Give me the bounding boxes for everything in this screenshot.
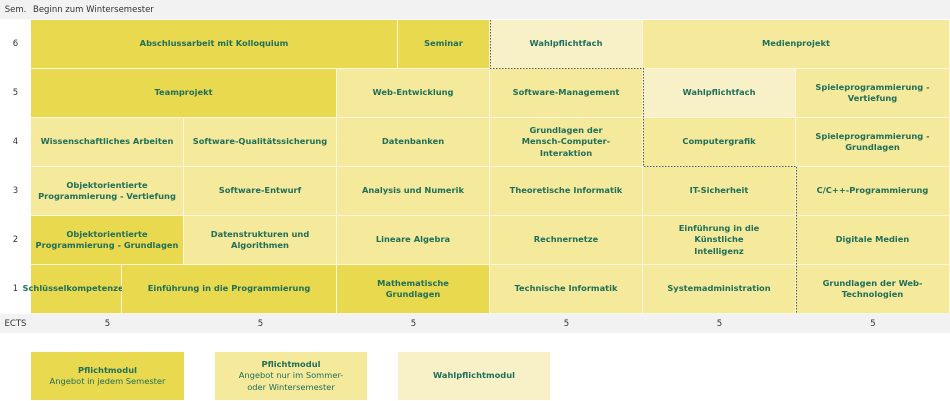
legend-item-pflicht-seasonal: Pflichtmodul Angebot nur im Sommer- oder… bbox=[215, 352, 367, 400]
module-cell[interactable]: Abschlussarbeit mit Kolloquium bbox=[31, 20, 398, 69]
module-cell[interactable]: Spieleprogrammierung - Vertiefung bbox=[796, 69, 950, 118]
module-cell[interactable]: Datenstrukturen und Algorithmen bbox=[184, 216, 337, 265]
module-cell[interactable]: IT-Sicherheit bbox=[643, 167, 796, 216]
module-cell[interactable]: Einführung in die Programmierung bbox=[122, 265, 337, 314]
module-cell[interactable]: Analysis und Numerik bbox=[337, 167, 490, 216]
ects-label: ECTS bbox=[4, 318, 27, 329]
module-cell[interactable]: Lineare Algebra bbox=[337, 216, 490, 265]
ects-row bbox=[0, 314, 950, 333]
semester-label: 2 bbox=[12, 235, 19, 245]
module-cell[interactable]: Datenbanken bbox=[337, 118, 490, 167]
table-title: Beginn zum Wintersemester bbox=[33, 4, 154, 15]
module-cell[interactable]: Spieleprogrammierung - Grundlagen bbox=[796, 118, 950, 167]
module-cell[interactable]: Objektorientierte Programmierung - Grund… bbox=[31, 216, 184, 265]
module-cell[interactable]: Grundlagen der Web-Technologien bbox=[796, 265, 950, 314]
module-cell[interactable]: Teamprojekt bbox=[31, 69, 337, 118]
legend-subtitle: Angebot in jedem Semester bbox=[49, 376, 166, 386]
module-cell[interactable]: Wissenschaftliches Arbeiten bbox=[31, 118, 184, 167]
module-cell[interactable]: Rechnernetze bbox=[490, 216, 643, 265]
module-cell[interactable]: Objektorientierte Programmierung - Verti… bbox=[31, 167, 184, 216]
ects-value: 5 bbox=[870, 318, 876, 329]
legend-title: Pflichtmodul bbox=[78, 364, 137, 375]
module-cell[interactable]: Mathematische Grundlagen bbox=[337, 265, 490, 314]
module-cell[interactable]: Web-Entwicklung bbox=[337, 69, 490, 118]
semester-column-header: Sem. bbox=[4, 4, 27, 15]
legend-title: Pflichtmodul bbox=[261, 359, 321, 370]
ects-value: 5 bbox=[104, 318, 111, 329]
semester-label: 6 bbox=[12, 39, 19, 49]
module-cell[interactable]: Medienprojekt bbox=[643, 20, 950, 69]
ects-value: 5 bbox=[563, 318, 570, 329]
module-cell[interactable]: Software-Entwurf bbox=[184, 167, 337, 216]
module-cell[interactable]: C/C++-Programmierung bbox=[796, 167, 950, 216]
module-cell[interactable]: Software-Management bbox=[490, 69, 643, 118]
module-cell[interactable]: Digitale Medien bbox=[796, 216, 950, 265]
semester-label: 4 bbox=[12, 137, 19, 147]
module-cell[interactable]: Systemadministration bbox=[643, 265, 796, 314]
legend-item-wahlpflicht: Wahlpflichtmodul bbox=[398, 352, 550, 400]
ects-value: 5 bbox=[716, 318, 723, 329]
legend-subtitle: Angebot nur im Sommer- oder Wintersemest… bbox=[238, 370, 344, 392]
module-cell[interactable]: Wahlpflichtfach bbox=[490, 20, 643, 69]
module-cell[interactable]: Grundlagen der Mensch-Computer-Interakti… bbox=[490, 118, 643, 167]
module-cell[interactable]: Software-Qualitätssicherung bbox=[184, 118, 337, 167]
track-boundary-line bbox=[490, 20, 797, 313]
semester-label: 1 bbox=[12, 284, 19, 294]
semester-label: 5 bbox=[12, 88, 19, 98]
header-row bbox=[0, 0, 950, 19]
semester-label: 3 bbox=[12, 186, 19, 196]
ects-value: 5 bbox=[410, 318, 417, 329]
module-cell[interactable]: Technische Informatik bbox=[490, 265, 643, 314]
module-cell[interactable]: Schlüsselkompetenzen bbox=[23, 265, 129, 314]
module-cell[interactable]: Wahlpflichtfach bbox=[643, 69, 796, 118]
module-cell[interactable]: Computergrafik bbox=[643, 118, 796, 167]
module-cell[interactable]: Seminar bbox=[398, 20, 490, 69]
module-cell[interactable]: Einführung in die Künstliche Intelligenz bbox=[643, 216, 796, 265]
legend-title: Wahlpflichtmodul bbox=[433, 370, 515, 381]
module-cell[interactable]: Theoretische Informatik bbox=[490, 167, 643, 216]
ects-value: 5 bbox=[257, 318, 264, 329]
legend-item-pflicht-every-semester: Pflichtmodul Angebot in jedem Semester bbox=[31, 352, 184, 400]
